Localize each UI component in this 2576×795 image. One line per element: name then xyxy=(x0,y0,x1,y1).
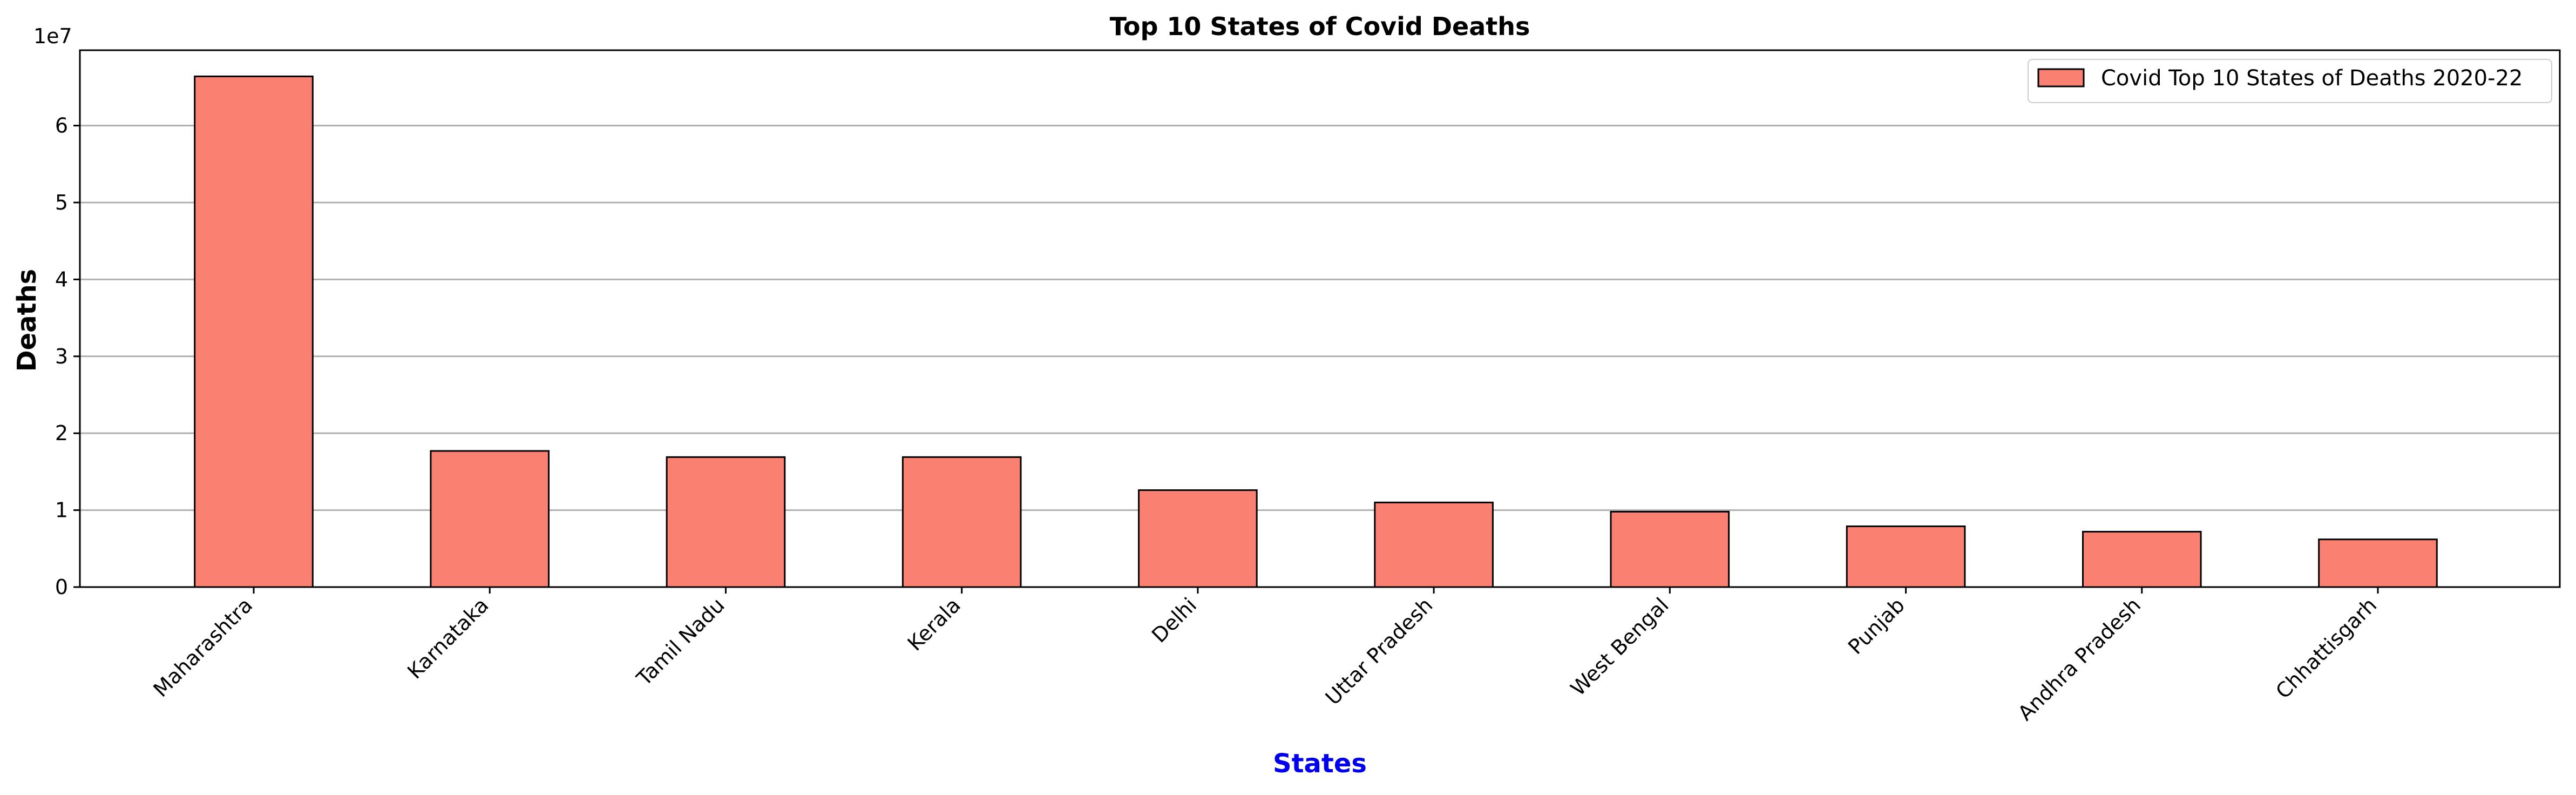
x-axis-label: States xyxy=(1273,749,1367,779)
legend: Covid Top 10 States of Deaths 2020-22 xyxy=(2028,59,2552,103)
bar xyxy=(666,456,786,588)
chart-title: Top 10 States of Covid Deaths xyxy=(1110,12,1530,41)
legend-label: Covid Top 10 States of Deaths 2020-22 xyxy=(2101,66,2523,91)
x-tick-label: Delhi xyxy=(1147,593,1201,647)
y-tick-label: 0 xyxy=(55,575,68,599)
y-axis-label: Deaths xyxy=(12,269,42,372)
x-tick-label: Uttar Pradesh xyxy=(1321,593,1438,710)
x-tick-label: Karnataka xyxy=(403,593,493,683)
bar xyxy=(901,456,1022,588)
x-tick-label: Chhattisgarh xyxy=(2271,593,2381,703)
bar xyxy=(430,450,550,588)
bar xyxy=(2082,530,2202,588)
y-gridlines xyxy=(80,125,2560,511)
y-tick-label: 3 xyxy=(55,345,68,368)
y-axis-scale-label: 1e7 xyxy=(33,24,72,48)
y-tick-label: 4 xyxy=(55,267,68,291)
legend-swatch xyxy=(2037,68,2085,87)
bar xyxy=(1610,510,1730,588)
plot-area-frame xyxy=(79,49,2561,588)
bar xyxy=(194,75,314,588)
x-tick-label: Andhra Pradesh xyxy=(2014,593,2146,725)
x-tick-label: Maharashtra xyxy=(149,593,257,702)
x-tick-label: West Bengal xyxy=(1566,593,1673,700)
x-tick-label: Kerala xyxy=(903,593,965,655)
x-tick-label: Tamil Nadu xyxy=(632,593,729,691)
y-tick-label: 1 xyxy=(55,498,68,522)
x-axis-ticks: Maharashtra Karnataka Tamil Nadu Kerala Delh… xyxy=(149,587,2381,725)
bar xyxy=(1846,525,1966,588)
legend-box xyxy=(2028,59,2552,103)
y-tick-label: 2 xyxy=(55,421,68,445)
y-axis-ticks: 0 1 2 3 4 5 6 xyxy=(55,114,80,599)
bar xyxy=(2318,538,2438,588)
y-tick-label: 6 xyxy=(55,114,68,138)
y-tick-label: 5 xyxy=(55,191,68,214)
x-tick-label: Punjab xyxy=(1843,593,1909,659)
bar xyxy=(1138,489,1258,588)
bar xyxy=(1374,501,1494,588)
bars xyxy=(194,75,2438,588)
